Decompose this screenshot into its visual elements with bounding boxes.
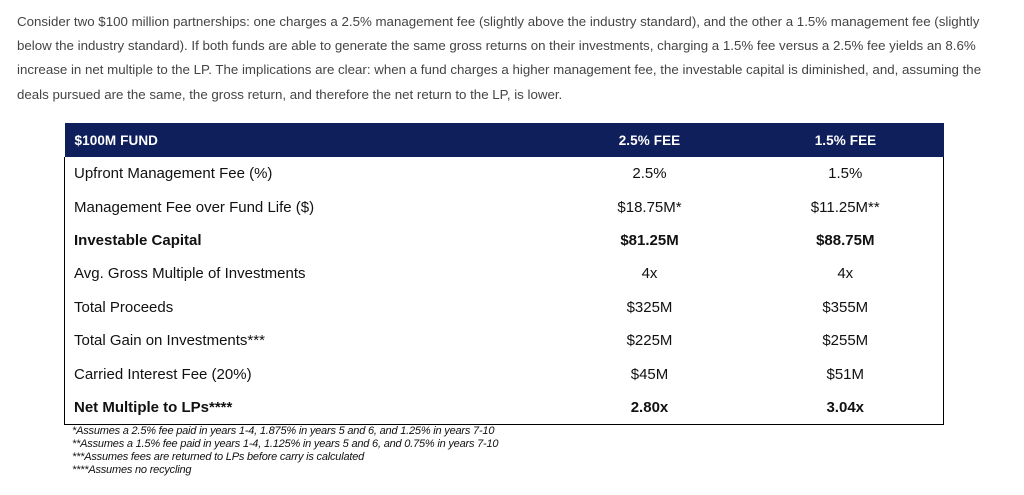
row-value-fee-2-5: $325M	[626, 298, 673, 316]
row-value-fee-2-5: 2.5%	[632, 165, 667, 183]
row-label: Management Fee over Fund Life ($)	[74, 198, 315, 216]
header-fee-1-5: 1.5% FEE	[814, 132, 877, 148]
row-value-fee-1-5: $51M	[826, 365, 865, 383]
row-label: Total Gain on Investments***	[74, 332, 265, 350]
row-value-fee-2-5: 2.80x	[630, 398, 669, 416]
row-value-fee-1-5: $11.25M**	[810, 198, 880, 216]
table-row: Avg. Gross Multiple of Investments 4x 4x	[65, 257, 944, 290]
row-value-fee-1-5: $88.75M	[816, 231, 875, 249]
footnote: ****Assumes no recycling	[72, 464, 192, 476]
row-value-fee-2-5: $18.75M*	[617, 198, 682, 216]
fee-comparison-table: $100M FUND 2.5% FEE 1.5% FEE Upfront Man…	[64, 123, 944, 425]
table-row: Total Proceeds $325M $355M	[65, 291, 944, 324]
row-value-fee-1-5: 4x	[837, 265, 854, 283]
row-value-fee-2-5: $45M	[630, 365, 669, 383]
row-value-fee-1-5: 1.5%	[828, 165, 863, 183]
row-label: Upfront Management Fee (%)	[74, 165, 273, 183]
row-value-fee-2-5: $81.25M	[620, 231, 679, 249]
footnote: *Assumes a 2.5% fee paid in years 1-4, 1…	[72, 425, 495, 437]
row-label: Carried Interest Fee (20%)	[74, 365, 252, 383]
row-value-fee-2-5: $225M	[626, 332, 673, 350]
table-row: Management Fee over Fund Life ($) $18.75M…	[65, 190, 944, 223]
table-body: Upfront Management Fee (%) 2.5% 1.5% Manage…	[64, 157, 944, 425]
table-row: Net Multiple to LPs**** 2.80x 3.04x	[65, 391, 944, 424]
footnotes: *Assumes a 2.5% fee paid in years 1-4, 1…	[72, 425, 499, 477]
row-value-fee-2-5: 4x	[641, 265, 658, 283]
table-row: Investable Capital $81.25M $88.75M	[65, 224, 944, 257]
row-label: Total Proceeds	[74, 298, 174, 316]
table-row: Carried Interest Fee (20%) $45M $51M	[65, 357, 944, 390]
row-label: Investable Capital	[74, 231, 202, 249]
row-label: Net Multiple to LPs****	[74, 398, 233, 416]
header-fee-2-5: 2.5% FEE	[618, 132, 681, 148]
header-fund: $100M FUND	[74, 132, 159, 148]
table-row: Total Gain on Investments*** $225M $255M	[65, 324, 944, 357]
row-label: Avg. Gross Multiple of Investments	[74, 265, 306, 283]
row-value-fee-1-5: $255M	[822, 332, 869, 350]
row-value-fee-1-5: 3.04x	[826, 398, 865, 416]
table-row: Upfront Management Fee (%) 2.5% 1.5%	[65, 157, 944, 190]
footnote: **Assumes a 1.5% fee paid in years 1-4, …	[72, 438, 499, 450]
intro-paragraph: Consider two $100 million partnerships: …	[17, 14, 982, 102]
table-header-row: $100M FUND 2.5% FEE 1.5% FEE	[64, 123, 944, 157]
row-value-fee-1-5: $355M	[822, 298, 869, 316]
footnote: ***Assumes fees are returned to LPs befo…	[72, 451, 365, 463]
